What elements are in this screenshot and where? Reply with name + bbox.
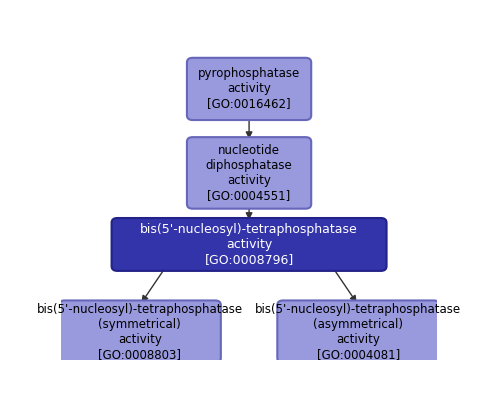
Text: pyrophosphatase
activity
[GO:0016462]: pyrophosphatase activity [GO:0016462] <box>198 67 300 110</box>
FancyBboxPatch shape <box>59 301 221 363</box>
Text: bis(5'-nucleosyl)-tetraphosphatase
(symmetrical)
activity
[GO:0008803]: bis(5'-nucleosyl)-tetraphosphatase (symm… <box>37 303 243 360</box>
Text: bis(5'-nucleosyl)-tetraphosphatase
activity
[GO:0008796]: bis(5'-nucleosyl)-tetraphosphatase activ… <box>140 223 358 266</box>
FancyBboxPatch shape <box>278 301 439 363</box>
Text: bis(5'-nucleosyl)-tetraphosphatase
(asymmetrical)
activity
[GO:0004081]: bis(5'-nucleosyl)-tetraphosphatase (asym… <box>255 303 461 360</box>
Text: nucleotide
diphosphatase
activity
[GO:0004551]: nucleotide diphosphatase activity [GO:00… <box>206 144 293 202</box>
FancyBboxPatch shape <box>187 58 311 120</box>
FancyBboxPatch shape <box>187 137 311 209</box>
FancyBboxPatch shape <box>112 218 386 271</box>
